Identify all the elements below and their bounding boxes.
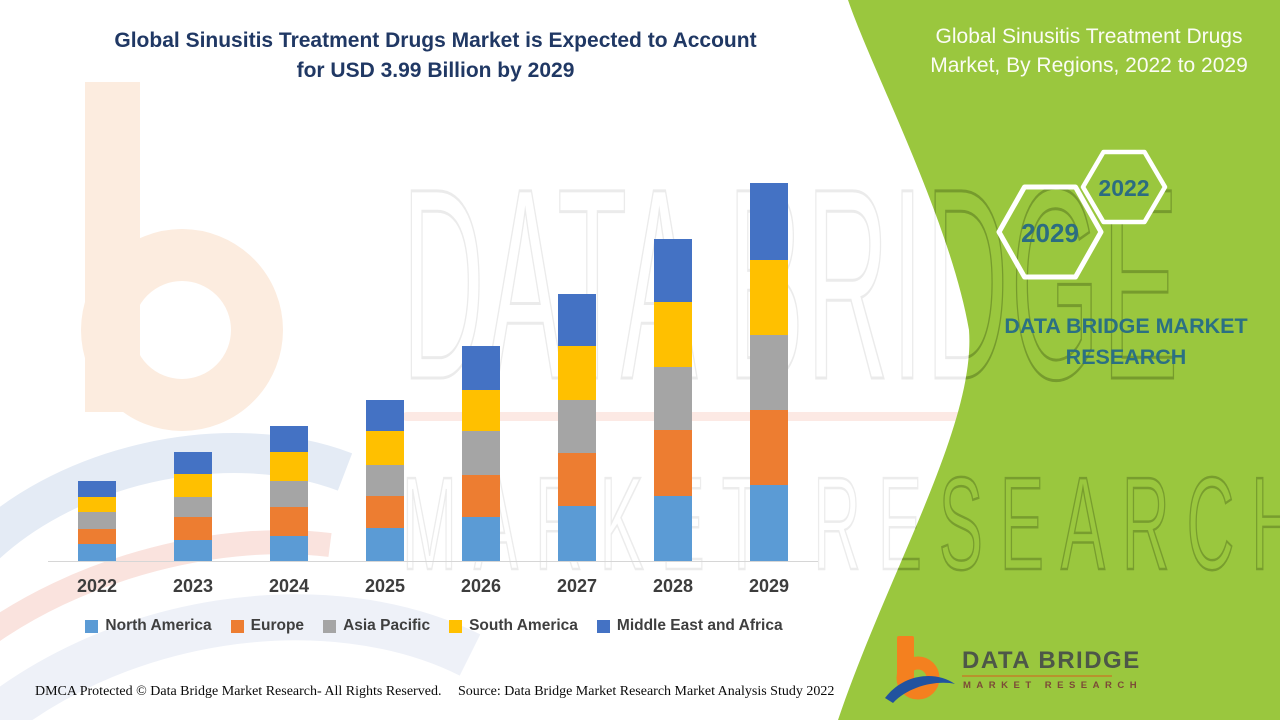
legend-item-south-america: South America <box>449 617 578 635</box>
bar-segment-2025-north-america <box>366 527 404 561</box>
bar-segment-2028-south-america <box>654 302 692 367</box>
hexagon-2029-label: 2029 <box>1021 218 1079 248</box>
bar-segment-2022-asia-pacific <box>78 511 116 529</box>
panel-title-line2: Market, By Regions, 2022 to 2029 <box>930 54 1248 77</box>
plot-area: 2022 2023 2024 2025 2026 2027 2028 2029 <box>76 183 790 596</box>
bar-segment-2026-asia-pacific <box>462 431 500 475</box>
bar-segment-2024-south-america <box>270 452 308 482</box>
bar-segment-2029-south-america <box>750 259 788 335</box>
bar-segment-2027-middle-east-and-africa <box>558 293 596 347</box>
bar-segment-2027-south-america <box>558 346 596 400</box>
legend-label: North America <box>105 617 212 634</box>
year-hexagons-icon <box>996 149 1168 280</box>
bar-segment-2029-asia-pacific <box>750 334 788 411</box>
bar-segment-2022-north-america <box>78 543 116 561</box>
panel-brand-line1: DATA BRIDGE MARKET <box>1004 314 1248 338</box>
dmca-notice: DMCA Protected © Data Bridge Market Rese… <box>35 684 442 699</box>
legend-item-asia-pacific: Asia Pacific <box>323 617 430 635</box>
bar-segment-2028-europe <box>654 430 692 496</box>
chart-title-line2: for USD 3.99 Billion by 2029 <box>296 59 575 82</box>
logo-underline <box>962 675 1112 677</box>
bar-segment-2028-asia-pacific <box>654 366 692 431</box>
legend-item-middle-east-and-africa: Middle East and Africa <box>596 617 783 635</box>
x-axis-label-2025: 2025 <box>364 576 406 596</box>
bar-segment-2022-europe <box>78 528 116 544</box>
bar-segment-2023-asia-pacific <box>174 496 212 518</box>
bar-segment-2027-asia-pacific <box>558 400 596 454</box>
x-axis-line <box>48 561 818 562</box>
legend-swatch-icon <box>449 619 463 633</box>
legend-swatch-icon <box>596 619 610 633</box>
panel-brand-line2: RESEARCH <box>1065 345 1187 369</box>
x-axis-label-2026: 2026 <box>460 576 502 596</box>
bar-segment-2025-europe <box>366 495 404 528</box>
bar-segment-2022-south-america <box>78 496 116 512</box>
x-axis-label-2029: 2029 <box>748 576 790 596</box>
panel-title: Global Sinusitis Treatment Drugs Market,… <box>900 22 1278 80</box>
panel-title-line1: Global Sinusitis Treatment Drugs <box>935 25 1243 48</box>
legend: North America Europe Asia Pacific South Ame… <box>28 617 840 635</box>
bar-segment-2029-europe <box>750 410 788 486</box>
legend-swatch-icon <box>230 619 244 633</box>
bar-segment-2024-europe <box>270 507 308 537</box>
bar-segment-2023-north-america <box>174 540 212 561</box>
bar-segment-2027-north-america <box>558 506 596 561</box>
source-note: Source: Data Bridge Market Research Mark… <box>458 684 835 699</box>
bar-segment-2024-middle-east-and-africa <box>270 425 308 453</box>
bar-segment-2026-middle-east-and-africa <box>462 346 500 390</box>
bar-segment-2025-asia-pacific <box>366 465 404 496</box>
legend-label: Asia Pacific <box>343 617 431 634</box>
logo-subtitle: MARKET RESEARCH <box>963 680 1143 691</box>
legend-label: South America <box>469 617 578 634</box>
dbmr-logo-icon <box>885 636 955 703</box>
bar-segment-2029-north-america <box>750 485 788 561</box>
legend-label: Middle East and Africa <box>616 617 783 634</box>
bar-segment-2028-middle-east-and-africa <box>654 239 692 303</box>
chart-title: Global Sinusitis Treatment Drugs Market … <box>48 26 823 86</box>
bar-segment-2026-europe <box>462 474 500 518</box>
logo-title: DATA BRIDGE <box>962 647 1141 674</box>
bar-segment-2025-middle-east-and-africa <box>366 400 404 432</box>
hexagon-2022-label: 2022 <box>1098 175 1150 201</box>
bar-segment-2026-north-america <box>462 517 500 561</box>
x-axis-label-2024: 2024 <box>268 576 310 596</box>
chart-title-line1: Global Sinusitis Treatment Drugs Market … <box>114 29 757 52</box>
bar-segment-2026-south-america <box>462 389 500 432</box>
bar-segment-2023-south-america <box>174 473 212 497</box>
bar-segment-2028-north-america <box>654 495 692 561</box>
bar-segment-2025-south-america <box>366 431 404 466</box>
legend-label: Europe <box>250 617 305 634</box>
bar-segment-2022-middle-east-and-africa <box>78 480 116 497</box>
bar-segment-2027-europe <box>558 453 596 507</box>
x-axis-label-2023: 2023 <box>172 576 214 596</box>
legend-item-north-america: North America <box>85 617 212 635</box>
bar-segment-2024-asia-pacific <box>270 481 308 507</box>
x-axis-label-2028: 2028 <box>652 576 694 596</box>
legend-swatch-icon <box>323 619 337 633</box>
x-axis-label-2022: 2022 <box>76 576 118 596</box>
bar-segment-2029-middle-east-and-africa <box>750 183 788 260</box>
panel-brand-name: DATA BRIDGE MARKET RESEARCH <box>988 311 1264 373</box>
bar-segment-2023-europe <box>174 517 212 541</box>
x-axis-label-2027: 2027 <box>556 576 598 596</box>
legend-item-europe: Europe <box>230 617 305 635</box>
bar-segment-2024-north-america <box>270 536 308 561</box>
bar-segment-2023-middle-east-and-africa <box>174 452 212 474</box>
legend-swatch-icon <box>85 619 99 633</box>
